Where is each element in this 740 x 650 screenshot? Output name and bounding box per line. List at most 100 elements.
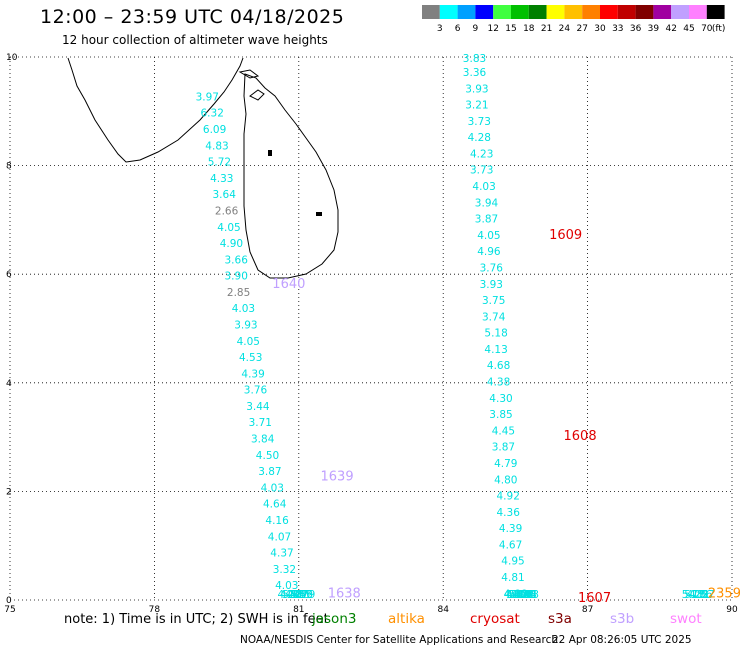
wave-height-value: 5.17 [682,589,705,601]
pass-number-label: 2359 [708,586,740,601]
legend-label: 27 [576,24,587,34]
wave-height-value: 5.72 [208,157,231,169]
wave-height-value: 3.74 [482,311,506,323]
wave-height-value: 4.81 [687,589,710,601]
legend-label: 33 [612,24,623,34]
wave-height-value: 4.95 [501,556,524,568]
wave-height-value: 4.36 [497,507,521,519]
y-tick-label: 10 [6,53,18,63]
y-tick-label: 0 [6,596,12,606]
wave-height-value: 4.53 [239,352,262,364]
wave-height-value: 4.66 [504,588,528,600]
wave-height-value: 3.64 [213,189,237,201]
legend-label: 42 [665,24,676,34]
wave-height-value: 4.30 [489,393,512,405]
legend-swatch [689,5,707,19]
issued-timestamp: 22 Apr 08:26:05 UTC 2025 [552,634,692,646]
map-title: 12:00 – 23:59 UTC 04/18/2025 [40,6,345,28]
wave-height-value: 4.81 [501,572,524,584]
wave-height-value: 5.25 [684,589,707,601]
legend-swatch [564,5,583,19]
wave-height-value: 3.93 [234,320,257,332]
wave-height-value: 3.44 [246,401,270,413]
wave-height-value: 4.03 [275,580,298,592]
wave-height-value: 4.43 [516,589,539,601]
x-tick-label: 81 [293,605,304,615]
wave-height-value: 3.84 [251,434,275,446]
legend-label: 6 [455,24,461,34]
legend-label: 70 [701,24,713,34]
y-tick-label: 4 [6,379,12,389]
wave-height-value: 4.05 [237,336,260,348]
legend-label: 36 [630,24,642,34]
wave-height-value: 4.51 [280,589,303,601]
legend-label: 45 [683,24,694,34]
legend-swatch [546,5,565,19]
wave-height-value: 2.66 [215,206,239,218]
pass-number-label: 1609 [549,228,582,243]
satellite-label-s3b: s3b [610,611,635,627]
wave-height-value: 4.83 [506,589,529,601]
axis-ticks: 75 78 81 84 87 90 0 2 4 6 8 10 [4,53,738,615]
small-island-a [268,150,272,156]
y-tick-label: 8 [6,162,12,172]
wave-height-value: 3.73 [470,165,493,177]
pass-number-label: 1638 [328,586,361,601]
wave-height-value: 3.71 [249,417,272,429]
wave-height-value: 3.94 [475,197,499,209]
legend-label: 18 [523,24,535,34]
credit-text: NOAA/NESDIS Center for Satellite Applica… [240,634,558,646]
satellite-label-cryosat: cryosat [470,611,520,627]
wave-height-value: 4.16 [265,515,289,527]
pass-number-label: 1639 [321,470,354,485]
legend-swatch [511,5,529,19]
x-tick-label: 84 [437,605,449,615]
india-coastline [67,57,244,163]
legend-label: 3 [437,24,443,34]
satellite-label-altika: altika [388,611,425,627]
legend-label: 24 [559,24,571,34]
wave-height-value: 4.64 [513,589,537,601]
wave-height-value: 2.85 [227,287,250,299]
wave-height-value: 4.07 [285,589,308,601]
wave-height-value: 5.07 [509,589,532,601]
pass-number-label: 1607 [578,591,611,606]
wave-height-value: 4.38 [487,377,510,389]
wave-height-value: 3.55 [290,589,313,601]
wave-height-value: 4.89 [504,589,527,601]
wave-height-value: 4.92 [497,491,520,503]
legend-label: 12 [487,24,498,34]
wave-height-value: 4.33 [210,173,233,185]
wave-height-value: 4.37 [270,548,293,560]
wave-height-value: 4.67 [499,539,522,551]
legend-swatch [600,5,618,19]
wave-height-value: 4.07 [268,531,291,543]
wave-height-value: 3.85 [489,409,512,421]
legend-swatch [635,5,654,19]
wave-height-value: 4.23 [470,149,493,161]
wave-height-value: 7.27 [691,589,714,601]
wave-height-value: 4.50 [256,450,279,462]
sri-lanka-coastline [67,57,339,279]
pass-number-label: 1608 [564,429,597,444]
legend-label: 30 [594,24,606,34]
wave-height-value: 4.03 [261,482,284,494]
wave-height-value: 5.18 [484,328,507,340]
wave-height-value: 4.85 [287,589,310,601]
wave-height-value: 5.06 [511,589,535,601]
wave-height-value: 4.28 [513,589,536,601]
wave-height-value: 3.21 [465,100,488,112]
wave-height-value: 4.45 [492,425,515,437]
wave-height-value: 5.19 [509,589,532,601]
wave-height-value: 4.68 [487,360,510,372]
x-tick-label: 90 [726,605,738,615]
pass-number-label: 1640 [272,277,305,292]
mannar-islet [249,89,265,101]
wave-height-value: 4.03 [232,303,255,315]
legend-swatch [653,5,672,19]
wave-height-value: 3.66 [225,254,249,266]
wave-height-value: 5.38 [282,589,305,601]
wave-height-value: 4.72 [511,589,534,601]
legend-swatch [422,5,440,19]
